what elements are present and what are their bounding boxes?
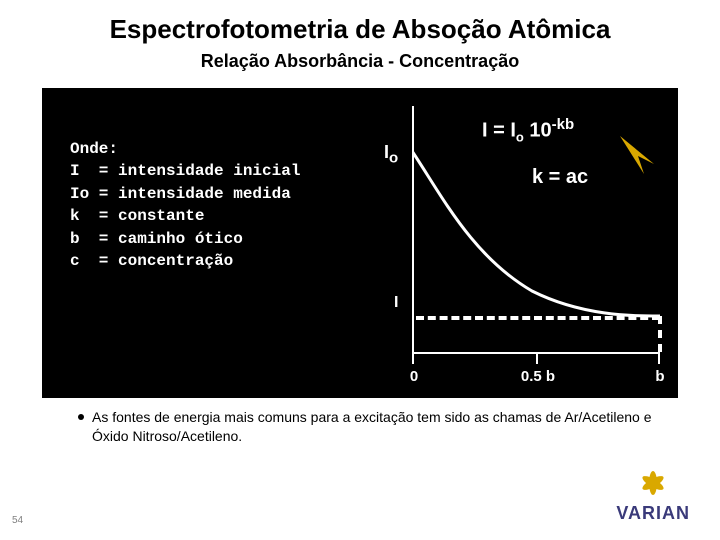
absorbance-chart: 0 0.5 b b Io I I = Io 10-kb k = ac: [382, 106, 670, 388]
definition-line: c = concentração: [70, 250, 300, 272]
equation-main: I = Io 10-kb: [482, 116, 574, 145]
definitions-block: Onde: I = intensidade inicial Io = inten…: [70, 138, 300, 272]
diagram-panel: Onde: I = intensidade inicial Io = inten…: [42, 88, 678, 398]
bullet-row: As fontes de energia mais comuns para a …: [78, 408, 678, 446]
i0-label: Io: [384, 142, 398, 167]
eq-text: 10: [524, 120, 552, 142]
x-tick-label: b: [655, 368, 664, 385]
brand-name: VARIAN: [616, 503, 690, 524]
x-tick-label: 0.5 b: [521, 368, 555, 385]
i-label: I: [394, 294, 398, 312]
slide-subtitle: Relação Absorbância - Concentração: [0, 45, 720, 72]
page-number: 54: [12, 515, 23, 526]
eq-text: I = I: [482, 120, 516, 142]
eq-sup: -kb: [552, 116, 575, 133]
definition-line: Io = intensidade medida: [70, 183, 300, 205]
definition-line: I = intensidade inicial: [70, 160, 300, 182]
equation-k: k = ac: [532, 166, 588, 189]
brand-logo: VARIAN: [616, 468, 690, 524]
eq-sub: o: [516, 130, 524, 145]
slide-title: Espectrofotometria de Absoção Atômica: [0, 0, 720, 45]
bullet-icon: [78, 414, 84, 420]
dash-line-horizontal: [416, 316, 660, 320]
i0-sub: o: [389, 150, 398, 167]
bullet-text: As fontes de energia mais comuns para a …: [92, 408, 678, 446]
dash-line-vertical: [658, 316, 662, 352]
asterisk-icon: [631, 468, 675, 498]
x-tick-label: 0: [410, 368, 418, 385]
definition-line: k = constante: [70, 205, 300, 227]
definition-line: b = caminho ótico: [70, 228, 300, 250]
definitions-header: Onde:: [70, 138, 300, 160]
pointer-arrow-icon: [620, 136, 660, 176]
